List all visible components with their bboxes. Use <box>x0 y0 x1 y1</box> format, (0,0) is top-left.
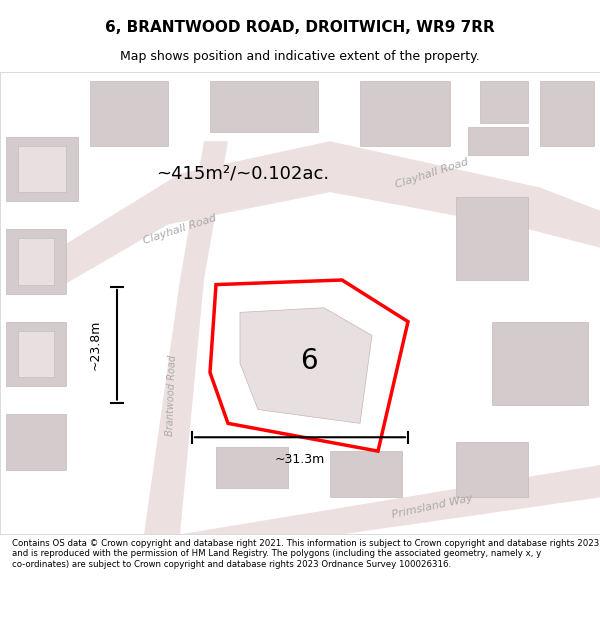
Polygon shape <box>240 308 372 423</box>
Text: Primsland Way: Primsland Way <box>391 493 473 520</box>
Text: ~23.8m: ~23.8m <box>89 319 102 370</box>
Text: 6, BRANTWOOD ROAD, DROITWICH, WR9 7RR: 6, BRANTWOOD ROAD, DROITWICH, WR9 7RR <box>105 20 495 35</box>
Text: Clayhall Road: Clayhall Road <box>394 157 470 190</box>
FancyBboxPatch shape <box>18 238 54 284</box>
Polygon shape <box>48 141 600 294</box>
FancyBboxPatch shape <box>216 446 288 488</box>
Text: ~415m²/~0.102ac.: ~415m²/~0.102ac. <box>156 164 329 182</box>
Text: Brantwood Road: Brantwood Road <box>164 355 178 436</box>
FancyBboxPatch shape <box>360 81 450 146</box>
Polygon shape <box>180 465 600 558</box>
FancyBboxPatch shape <box>468 127 528 155</box>
FancyBboxPatch shape <box>6 322 66 386</box>
Text: 6: 6 <box>300 347 318 375</box>
FancyBboxPatch shape <box>210 81 318 132</box>
Text: Clayhall Road: Clayhall Road <box>142 213 218 246</box>
FancyBboxPatch shape <box>90 81 168 146</box>
FancyBboxPatch shape <box>6 414 66 469</box>
Polygon shape <box>210 280 408 451</box>
FancyBboxPatch shape <box>6 137 78 201</box>
FancyBboxPatch shape <box>480 81 528 122</box>
FancyBboxPatch shape <box>456 197 528 280</box>
Polygon shape <box>144 141 228 534</box>
FancyBboxPatch shape <box>330 451 402 498</box>
FancyBboxPatch shape <box>18 146 66 192</box>
FancyBboxPatch shape <box>492 322 588 405</box>
FancyBboxPatch shape <box>540 81 594 146</box>
FancyBboxPatch shape <box>6 229 66 294</box>
Text: Contains OS data © Crown copyright and database right 2021. This information is : Contains OS data © Crown copyright and d… <box>12 539 599 569</box>
FancyBboxPatch shape <box>456 442 528 498</box>
Text: Map shows position and indicative extent of the property.: Map shows position and indicative extent… <box>120 50 480 63</box>
Text: ~31.3m: ~31.3m <box>275 454 325 466</box>
FancyBboxPatch shape <box>18 331 54 377</box>
